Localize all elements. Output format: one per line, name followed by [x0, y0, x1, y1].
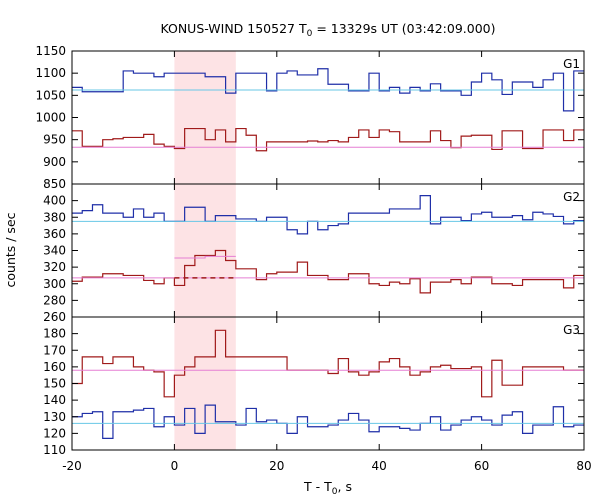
y-tick-label-g1-900: 900 [43, 155, 66, 169]
y-tick-label-g3-180: 180 [43, 327, 66, 341]
shaded-interval-g2 [174, 184, 236, 317]
y-tick-label-g3-110: 110 [43, 443, 66, 457]
panel-label-g3: G3 [563, 323, 580, 337]
x-tick-label-20: 20 [269, 459, 284, 473]
panel-frame-g2 [71, 183, 585, 318]
panel-label-g1: G1 [563, 57, 580, 71]
y-tick-label-g2-400: 400 [43, 194, 66, 208]
shaded-interval-g1 [174, 51, 236, 184]
y-tick-label-g2-340: 340 [43, 244, 66, 258]
panel-frame-g3 [71, 316, 585, 451]
y-tick-label-g2-300: 300 [43, 277, 66, 291]
x-tick-label--20: -20 [62, 459, 82, 473]
y-tick-label-g2-380: 380 [43, 210, 66, 224]
series-g1-blue-1 [72, 68, 584, 112]
y-tick-label-g1-850: 850 [43, 177, 66, 191]
x-tick-label-0: 0 [171, 459, 179, 473]
y-tick-label-g1-1050: 1050 [35, 88, 66, 102]
x-tick-label-40: 40 [372, 459, 387, 473]
y-tick-label-g1-1000: 1000 [35, 111, 66, 125]
series-g2-red-2 [72, 249, 584, 294]
y-tick-label-g2-260: 260 [43, 310, 66, 324]
y-tick-label-g1-1150: 1150 [35, 44, 66, 58]
y-tick-label-g1-1100: 1100 [35, 66, 66, 80]
y-tick-label-g3-130: 130 [43, 410, 66, 424]
chart-title: KONUS-WIND 150527 T0 = 13329s UT (03:42:… [160, 21, 495, 39]
x-tick-label-60: 60 [474, 459, 489, 473]
series-g3-red-2 [72, 329, 584, 398]
series-g3-blue-1 [72, 404, 584, 439]
y-tick-label-g2-320: 320 [43, 260, 66, 274]
x-tick-label-80: 80 [576, 459, 591, 473]
x-axis-label: T - T0, s [303, 479, 352, 497]
series-g2-blue-1 [72, 195, 584, 235]
series-g2-pink-5 [174, 255, 236, 259]
panel-label-g2: G2 [563, 190, 580, 204]
y-tick-label-g3-120: 120 [43, 426, 66, 440]
series-g1-red-2 [72, 127, 584, 152]
y-tick-label-g3-140: 140 [43, 393, 66, 407]
y-tick-label-g3-150: 150 [43, 377, 66, 391]
y-tick-label-g1-950: 950 [43, 133, 66, 147]
y-tick-label-g3-160: 160 [43, 360, 66, 374]
y-axis-label: counts / sec [3, 212, 18, 287]
y-tick-label-g2-360: 360 [43, 227, 66, 241]
y-tick-label-g3-170: 170 [43, 343, 66, 357]
y-tick-label-g2-280: 280 [43, 293, 66, 307]
